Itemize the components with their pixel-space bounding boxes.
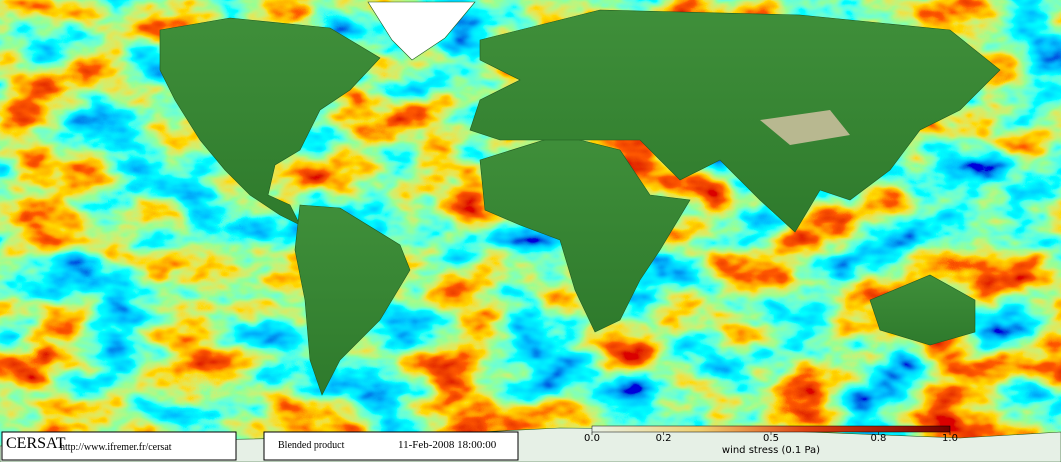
logo: CERSAT — [6, 435, 66, 452]
colorbar-tick-label: 0.8 — [870, 433, 886, 444]
logo-box — [1, 431, 237, 461]
colorbar-tick-label: 0.5 — [763, 433, 779, 444]
africa — [479, 134, 691, 333]
tibet-plateau — [760, 110, 850, 145]
colorbar-label: wind stress (0.1 Pa) — [722, 445, 820, 456]
date: 11-Feb-2008 18:00:00 — [398, 439, 497, 451]
colorbar-tick-label: 0.0 — [584, 433, 600, 444]
product: Blended product — [278, 440, 345, 451]
url: http://www.ifremer.fr/cersat — [60, 442, 172, 453]
eurasia — [469, 9, 1001, 233]
colorbar — [591, 425, 951, 433]
colorbar-tick-label: 1.0 — [942, 433, 958, 444]
colorbar-tick-label: 0.2 — [656, 433, 672, 444]
greenland — [367, 1, 476, 61]
australia — [869, 274, 976, 346]
north-america — [159, 17, 381, 226]
product-box — [263, 431, 519, 461]
south-america — [294, 204, 411, 396]
